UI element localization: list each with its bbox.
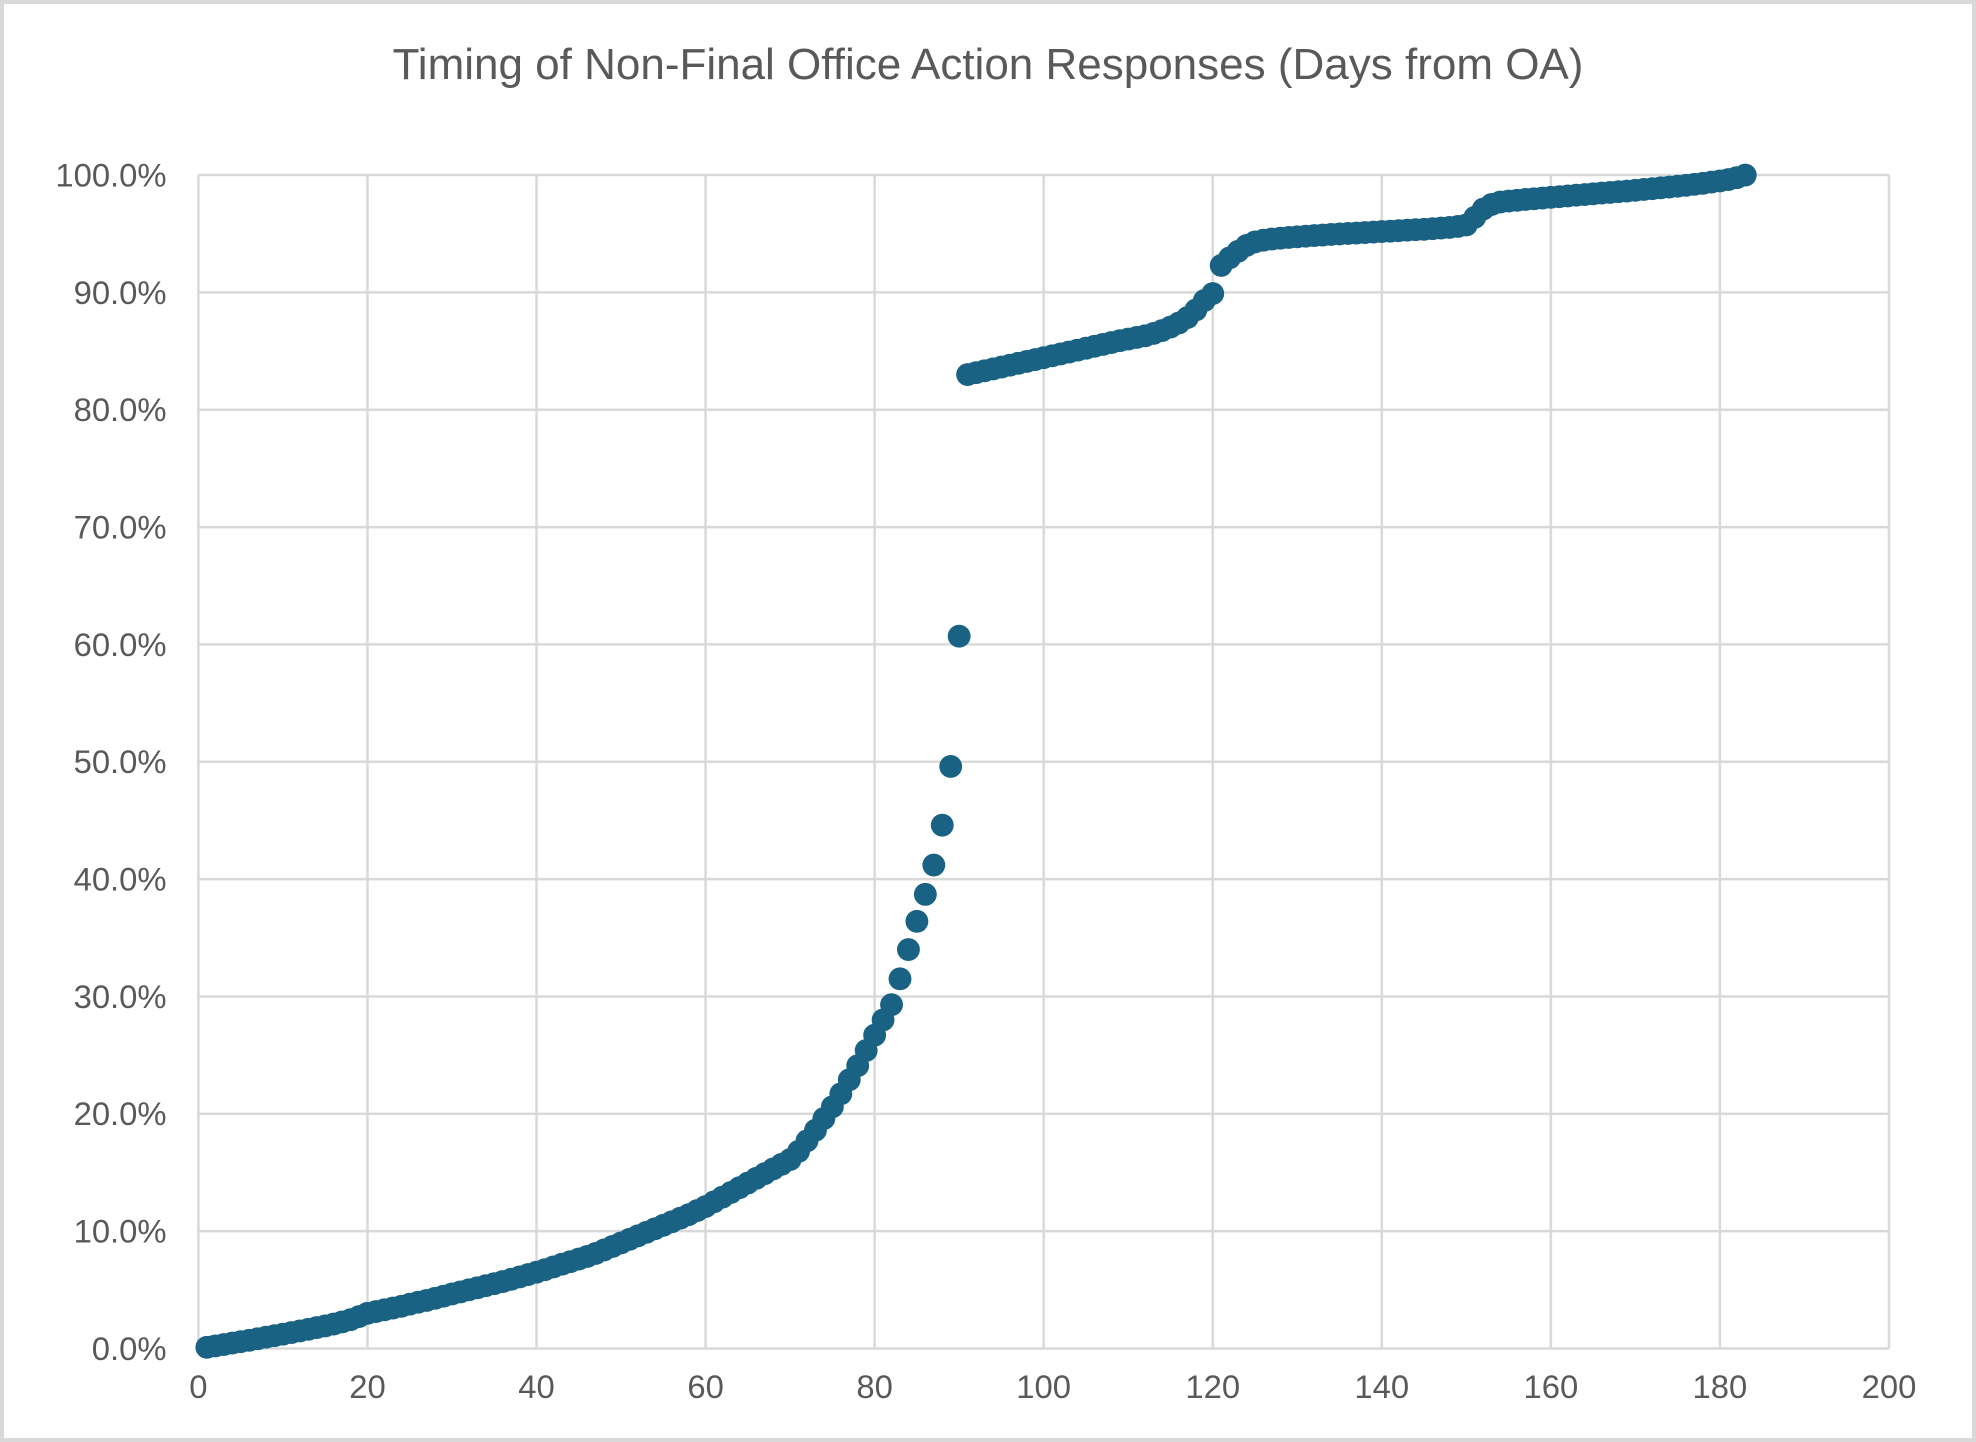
y-tick-label: 10.0% xyxy=(74,1213,167,1250)
gridlines xyxy=(197,173,1891,1350)
x-tick-label: 140 xyxy=(1354,1368,1409,1405)
chart-title: Timing of Non-Final Office Action Respon… xyxy=(392,40,1584,89)
x-tick-label: 20 xyxy=(349,1368,385,1405)
x-tick-label: 80 xyxy=(856,1368,892,1405)
y-tick-label: 20.0% xyxy=(74,1095,167,1132)
scatter-plot: 0.0% 10.0% 20.0% 30.0% 40.0% 50.0% 60.0% 70.0% 8… xyxy=(55,156,1916,1405)
data-point xyxy=(913,882,937,906)
data-series xyxy=(195,163,1757,1359)
x-tick-label: 160 xyxy=(1523,1368,1578,1405)
x-axis-tick-labels: 0 20 40 60 80 100 120 140 160 180 200 xyxy=(189,1368,1916,1405)
x-tick-label: 200 xyxy=(1862,1368,1917,1405)
data-point xyxy=(930,813,954,837)
y-tick-label: 30.0% xyxy=(74,978,167,1015)
y-tick-label: 100.0% xyxy=(55,156,166,193)
x-tick-label: 40 xyxy=(518,1368,554,1405)
x-tick-label: 60 xyxy=(687,1368,723,1405)
data-point xyxy=(947,624,971,648)
x-tick-label: 100 xyxy=(1016,1368,1071,1405)
y-tick-label: 60.0% xyxy=(74,626,167,663)
y-tick-label: 80.0% xyxy=(74,391,167,428)
y-tick-label: 0.0% xyxy=(92,1330,167,1367)
y-tick-label: 90.0% xyxy=(74,274,167,311)
data-point xyxy=(1201,282,1225,306)
y-axis-tick-labels: 0.0% 10.0% 20.0% 30.0% 40.0% 50.0% 60.0% 70.0% 8… xyxy=(55,156,166,1366)
data-point xyxy=(905,909,929,933)
x-tick-label: 120 xyxy=(1185,1368,1240,1405)
data-point xyxy=(922,853,946,877)
data-point xyxy=(880,993,903,1017)
x-tick-label: 0 xyxy=(189,1368,207,1405)
x-tick-label: 180 xyxy=(1693,1368,1748,1405)
data-point xyxy=(897,938,920,961)
y-tick-label: 70.0% xyxy=(74,509,167,546)
data-point xyxy=(888,967,912,991)
data-point xyxy=(939,755,963,778)
y-tick-label: 40.0% xyxy=(74,861,167,898)
y-tick-label: 50.0% xyxy=(74,743,167,780)
data-point xyxy=(1733,163,1757,187)
